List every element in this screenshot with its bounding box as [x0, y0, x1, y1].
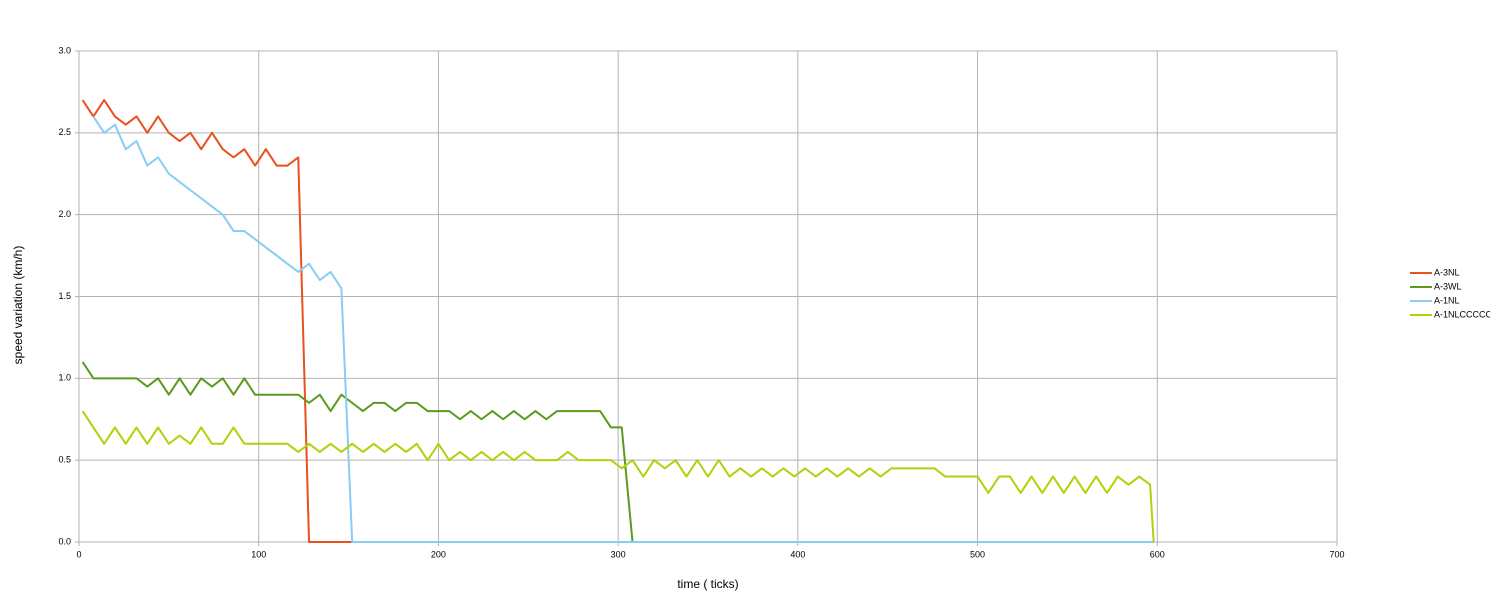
- y-tick-label: 0.0: [58, 536, 71, 546]
- x-tick-label: 200: [431, 549, 446, 559]
- legend-label: A-3WL: [1434, 281, 1462, 291]
- x-axis-label: time ( ticks): [677, 577, 738, 591]
- y-axis-label: speed variation (km/h): [11, 246, 25, 365]
- x-tick-label: 400: [790, 549, 805, 559]
- series-line: [81, 410, 1155, 543]
- y-tick-label: 2.0: [58, 209, 71, 219]
- x-tick-label: 100: [251, 549, 266, 559]
- y-tick-label: 1.0: [58, 373, 71, 383]
- series-line: [92, 115, 1154, 543]
- x-tick-label: 700: [1329, 549, 1344, 559]
- legend-label: A-1NLCCCCC: [1434, 309, 1490, 319]
- legend-label: A-1NL: [1434, 295, 1460, 305]
- x-tick-label: 500: [970, 549, 985, 559]
- y-tick-label: 1.5: [58, 291, 71, 301]
- x-tick-label: 300: [611, 549, 626, 559]
- legend-label: A-3NL: [1434, 267, 1460, 277]
- y-tick-label: 0.5: [58, 455, 71, 465]
- y-tick-label: 2.5: [58, 127, 71, 137]
- x-tick-label: 0: [76, 549, 81, 559]
- y-tick-label: 3.0: [58, 45, 71, 55]
- x-tick-label: 600: [1150, 549, 1165, 559]
